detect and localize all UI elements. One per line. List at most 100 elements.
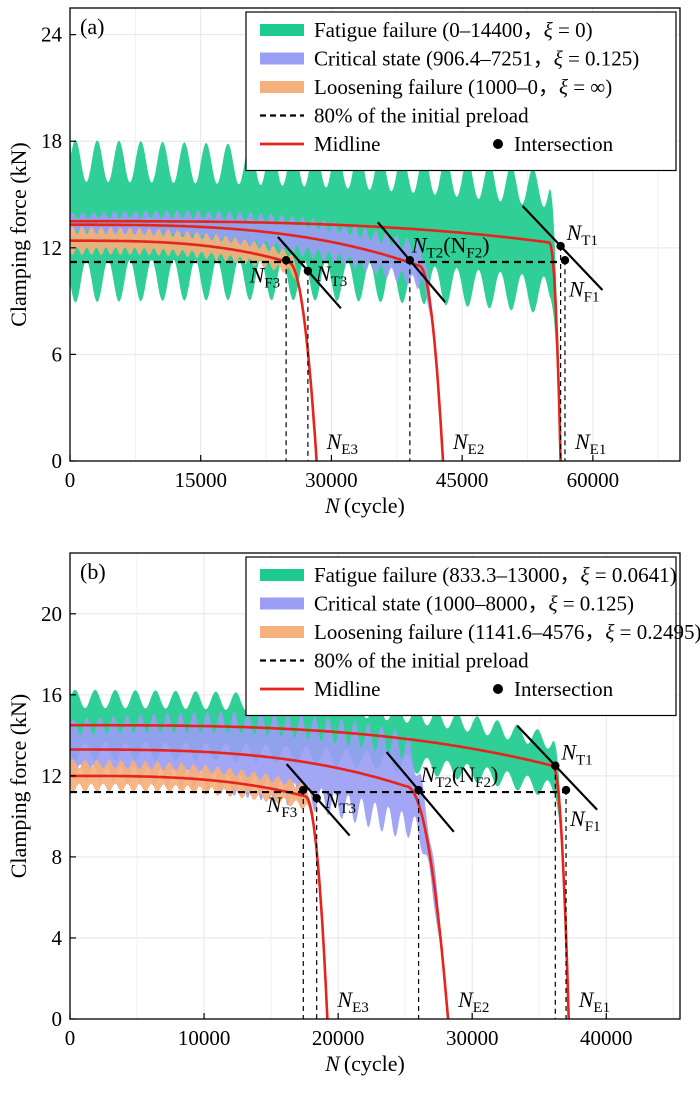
intersection-label-0: NF3 xyxy=(249,262,281,291)
x-axis-label-unit: (cycle) xyxy=(344,493,405,518)
legend-label-fatigue-xi: ξ xyxy=(544,18,553,42)
x-axis-label-unit: (cycle) xyxy=(344,1051,405,1076)
legend-label-loosening-value: = 0.2495) xyxy=(614,620,700,644)
intersection-label-2-sub: T2 xyxy=(435,775,452,791)
band-loosening-failure xyxy=(70,758,328,1019)
end-label-0: NE3 xyxy=(326,429,358,458)
legend-label-fatigue-value: = 0.0641) xyxy=(590,563,677,587)
end-label-1-main: N xyxy=(457,987,474,1012)
end-label-2-sub: E1 xyxy=(590,442,607,458)
legend-label-threshold-text: 80% of the initial preload xyxy=(314,649,529,673)
legend-label-intersection: Intersection xyxy=(514,677,614,701)
intersection-point-2 xyxy=(405,256,415,265)
legend-label-critical-text: Critical state (1000–8000， xyxy=(314,592,548,616)
legend-item-loosening: Loosening failure (1141.6–4576，ξ = 0.249… xyxy=(260,620,700,644)
intersection-label-2-extra-close: ) xyxy=(482,232,489,257)
legend-label-midline-text: Midline xyxy=(314,132,381,156)
end-label-0-sub: E3 xyxy=(341,442,358,458)
legend-label-loosening-text: Loosening failure (1000–0， xyxy=(314,75,559,99)
axes: 0 15000 30000 45000 60000 0 6 12 18 24 xyxy=(41,23,619,492)
intersection-label-1: NT3 xyxy=(324,788,356,817)
intersection-label-4-sub: F1 xyxy=(584,289,600,305)
legend-box xyxy=(245,556,677,717)
intersection-label-1-main: N xyxy=(315,261,332,286)
legend-swatch-fatigue xyxy=(260,569,304,581)
end-label-0-main: N xyxy=(336,987,353,1012)
intersection-label-1-sub: T3 xyxy=(331,274,348,290)
x-tick-label-4: 40000 xyxy=(580,1026,633,1050)
intersection-point-0 xyxy=(281,256,291,265)
intersection-label-3: NT1 xyxy=(566,220,598,249)
legend-label-fatigue-xi: ξ xyxy=(581,563,590,587)
intersection-label-2-extra: (N xyxy=(443,232,466,257)
y-tick-label-5: 20 xyxy=(41,602,62,626)
intersection-label-0-main: N xyxy=(266,792,283,817)
legend-box xyxy=(245,11,677,172)
intersection-label-2-sub: T2 xyxy=(427,245,444,261)
end-label-1-main: N xyxy=(452,429,469,454)
y-tick-label-3: 18 xyxy=(41,129,62,153)
intersection-label-1-sub: T3 xyxy=(339,801,356,817)
x-tick-label-3: 30000 xyxy=(446,1026,499,1050)
legend-item-threshold: 80% of the initial preload xyxy=(260,104,529,128)
y-tick-label-2: 8 xyxy=(52,845,63,869)
legend-label-loosening-xi: ξ xyxy=(605,620,614,644)
midline-2 xyxy=(70,774,329,1019)
legend-item-critical: Critical state (906.4–7251，ξ = 0.125) xyxy=(260,47,639,71)
legend-item-threshold: 80% of the initial preload xyxy=(260,649,529,673)
end-label-2-main: N xyxy=(578,987,595,1012)
legend-label-loosening-text: Loosening failure (1141.6–4576， xyxy=(314,620,605,644)
x-tick-label-2: 30000 xyxy=(305,468,358,492)
y-axis-label: Clamping force (kN) xyxy=(6,694,31,879)
legend-label-midline-text: Midline xyxy=(314,677,381,701)
band-loosening-failure xyxy=(70,225,317,461)
intersection-label-2-main: N xyxy=(420,762,437,787)
y-tick-label-0: 0 xyxy=(52,449,63,473)
legend-label-critical-xi: ξ xyxy=(548,592,557,616)
x-axis-label: N (cycle) xyxy=(324,493,405,518)
end-label-1-sub: E2 xyxy=(468,442,485,458)
intersection-label-0-main: N xyxy=(249,262,266,287)
end-label-0-main: N xyxy=(326,429,343,454)
legend-swatch-fatigue xyxy=(260,24,304,36)
y-tick-label-4: 16 xyxy=(41,683,62,707)
intersection-label-2-extra-sub: F2 xyxy=(466,245,482,261)
intersection-point-2 xyxy=(414,785,423,795)
legend-label-loosening-value: = ∞) xyxy=(568,75,612,99)
intersection-point-0 xyxy=(299,785,308,795)
legend-label-threshold-text: 80% of the initial preload xyxy=(314,104,529,128)
end-label-2: NE1 xyxy=(574,429,606,458)
legend: Fatigue failure (0–14400，ξ = 0)Critical … xyxy=(245,11,677,172)
legend-label-threshold: 80% of the initial preload xyxy=(314,649,529,673)
x-tick-label-0: 0 xyxy=(65,1026,76,1050)
intersection-label-1: NT3 xyxy=(315,261,347,290)
end-label-2-main: N xyxy=(574,429,591,454)
intersection-label-2-main: N xyxy=(411,232,428,257)
panel-label: (a) xyxy=(80,14,104,39)
intersection-label-2-extra-close: ) xyxy=(491,762,498,787)
intersection-point-1 xyxy=(303,266,313,276)
x-tick-label-1: 10000 xyxy=(178,1026,231,1050)
intersection-label-4-main: N xyxy=(568,276,585,301)
x-axis-label-symbol: N xyxy=(324,1051,341,1076)
legend-swatch-loosening xyxy=(260,81,304,93)
legend-swatch-critical xyxy=(260,597,304,610)
y-tick-label-1: 6 xyxy=(52,342,63,366)
intersection-label-2: NT2(NF2) xyxy=(420,762,499,791)
end-label-1-sub: E2 xyxy=(473,1000,490,1016)
end-label-2: NE1 xyxy=(578,987,610,1016)
end-label-2-sub: E1 xyxy=(593,1000,610,1016)
x-tick-label-0: 0 xyxy=(65,468,76,492)
y-tick-label-1: 4 xyxy=(52,926,63,950)
legend-item-midline: Midline xyxy=(260,132,381,156)
y-tick-label-0: 0 xyxy=(52,1007,63,1031)
end-label-0: NE3 xyxy=(336,987,368,1016)
intersection-label-2-extra: (N xyxy=(452,762,475,787)
legend-label-midline: Midline xyxy=(314,677,381,701)
legend-label-critical-value: = 0.125) xyxy=(557,592,634,616)
legend-swatch-intersection xyxy=(493,139,503,149)
legend-label-intersection: Intersection xyxy=(514,132,614,156)
